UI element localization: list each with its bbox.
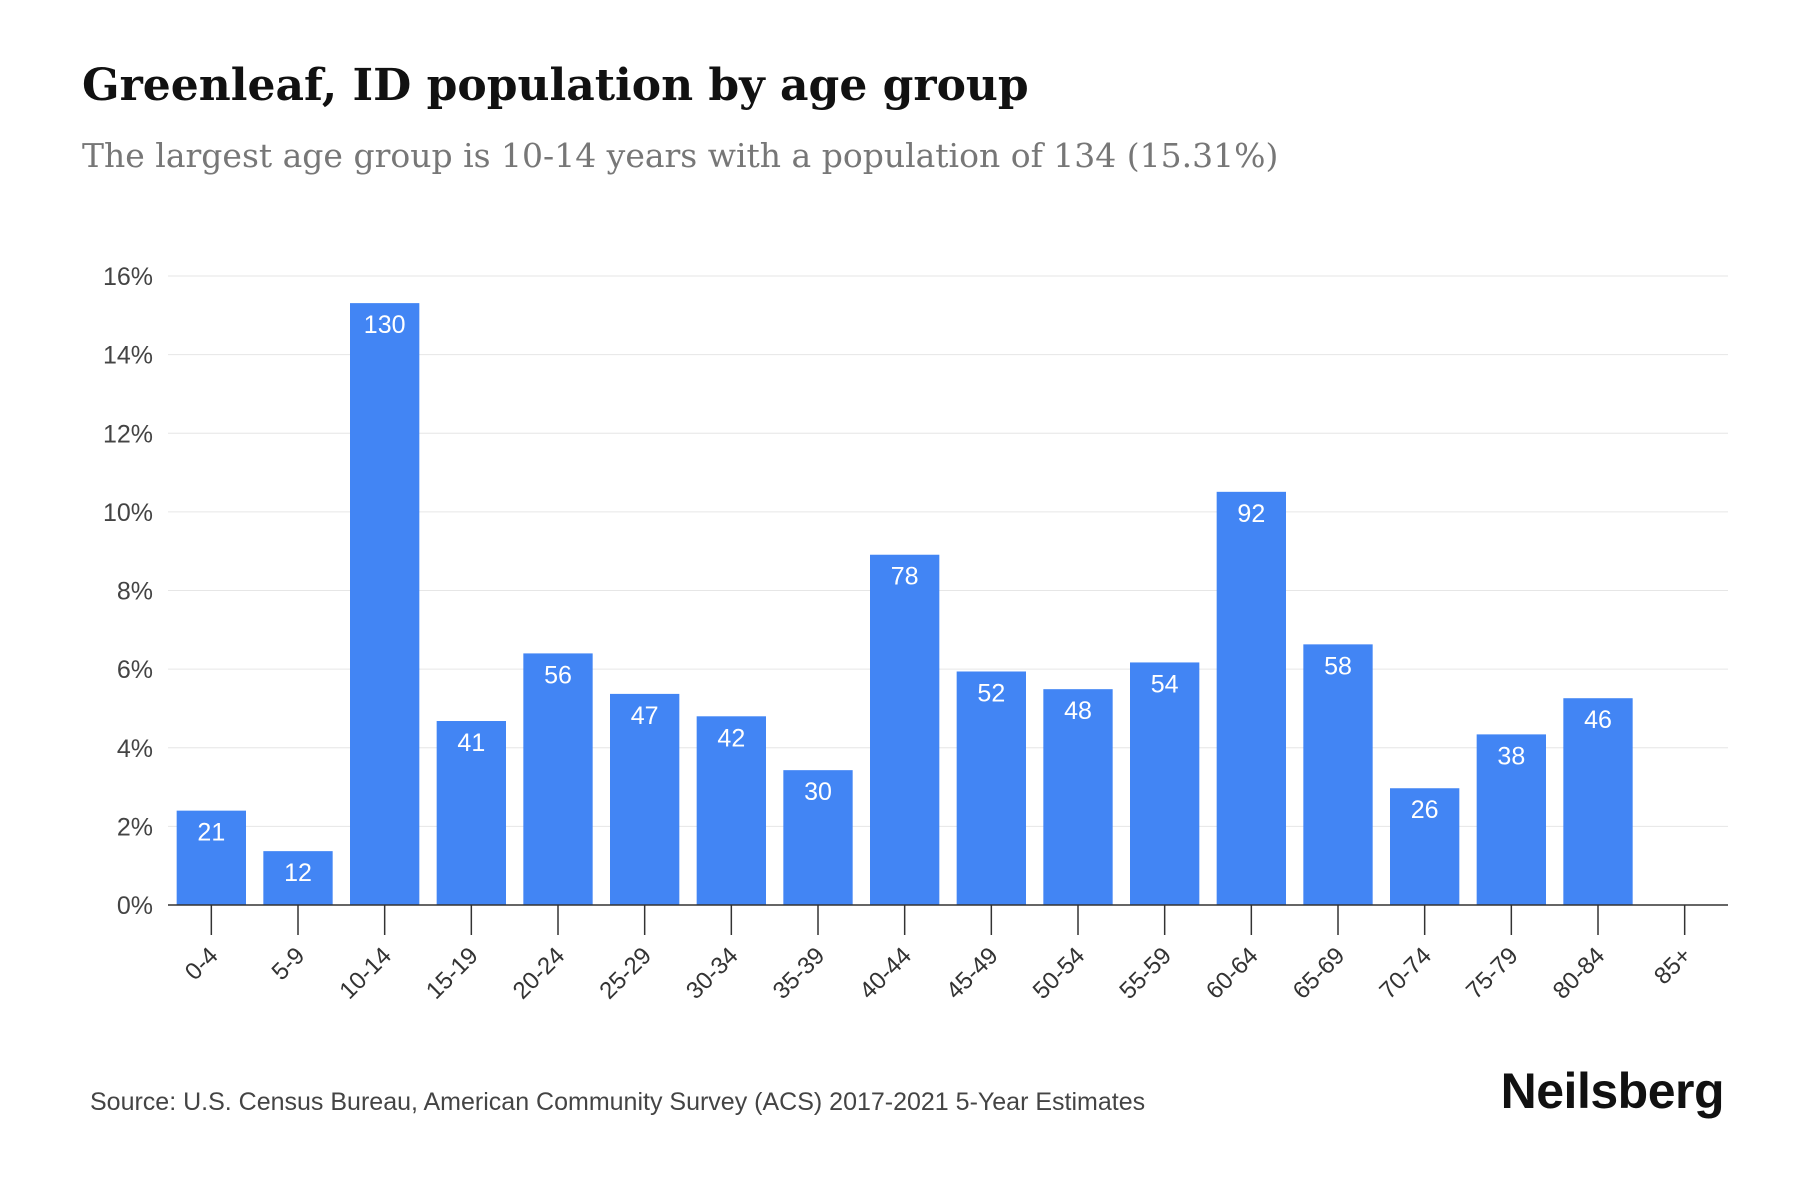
x-tick-label: 75-79 <box>1461 942 1524 1005</box>
bar <box>1476 734 1546 905</box>
bar <box>1216 491 1286 905</box>
x-tick-label: 65-69 <box>1288 942 1351 1005</box>
y-tick-label: 16% <box>103 263 153 291</box>
brand-logo: Neilsberg <box>1500 1063 1725 1119</box>
y-tick-label: 10% <box>103 499 153 527</box>
bar <box>436 721 506 905</box>
bar <box>523 653 593 905</box>
bar-value-label: 12 <box>284 859 312 887</box>
x-tick-label: 30-34 <box>681 942 744 1005</box>
bar <box>1130 662 1200 905</box>
x-tick-label: 40-44 <box>854 942 917 1005</box>
bar-value-label: 130 <box>364 311 406 339</box>
x-tick-label: 35-39 <box>768 942 831 1005</box>
x-tick-label: 85+ <box>1649 942 1697 990</box>
bar-value-label: 42 <box>717 724 745 752</box>
bar <box>870 554 940 905</box>
bar-value-label: 46 <box>1584 706 1612 734</box>
x-tick-label: 50-54 <box>1028 942 1091 1005</box>
y-tick-label: 6% <box>117 656 153 684</box>
y-tick-label: 0% <box>117 892 153 920</box>
bar-value-label: 26 <box>1411 796 1439 824</box>
chart-title: Greenleaf, ID population by age group <box>82 60 1029 111</box>
bar <box>1043 689 1113 905</box>
bar-value-label: 21 <box>197 819 225 847</box>
bar <box>956 671 1026 905</box>
source-note: Source: U.S. Census Bureau, American Com… <box>90 1088 1146 1116</box>
x-tick-label: 70-74 <box>1374 942 1437 1005</box>
bar <box>696 716 766 905</box>
bar <box>783 770 853 905</box>
y-tick-label: 8% <box>117 578 153 606</box>
bar-value-label: 52 <box>977 679 1005 707</box>
bar-value-label: 41 <box>457 729 485 757</box>
x-tick-label: 5-9 <box>267 942 311 986</box>
x-tick-label: 10-14 <box>334 942 397 1005</box>
bar-value-label: 78 <box>891 563 919 591</box>
x-tick-label: 55-59 <box>1114 942 1177 1005</box>
bar <box>610 693 680 905</box>
bar-value-label: 56 <box>544 661 572 689</box>
bar <box>176 810 246 905</box>
bar-chart: 0% 2% 4% 6% 8% 10% 12% 14% 16% 21 0-4 12 5-9 130 10-14… <box>103 263 1728 1005</box>
x-tick-label: 45-49 <box>941 942 1004 1005</box>
chart-subtitle: The largest age group is 10-14 years wit… <box>82 136 1279 175</box>
x-tick-label: 60-64 <box>1201 942 1264 1005</box>
bar-value-label: 47 <box>631 702 659 730</box>
x-tick-label: 25-29 <box>594 942 657 1005</box>
y-tick-label: 4% <box>117 735 153 763</box>
x-tick-label: 0-4 <box>180 942 224 986</box>
bar-value-label: 48 <box>1064 697 1092 725</box>
bar <box>1563 698 1633 905</box>
bar-value-label: 54 <box>1151 670 1179 698</box>
y-tick-label: 14% <box>103 342 153 370</box>
x-tick-label: 15-19 <box>421 942 484 1005</box>
x-tick-label: 20-24 <box>508 942 571 1005</box>
bar-value-label: 30 <box>804 778 832 806</box>
bar <box>1390 788 1460 905</box>
bar-value-label: 92 <box>1237 500 1265 528</box>
bar <box>263 851 333 905</box>
y-tick-label: 12% <box>103 420 153 448</box>
y-tick-label: 2% <box>117 813 153 841</box>
bar-value-label: 58 <box>1324 652 1352 680</box>
x-tick-label: 80-84 <box>1548 942 1611 1005</box>
bar <box>1303 644 1373 905</box>
bar <box>350 303 420 905</box>
bar-value-label: 38 <box>1497 742 1525 770</box>
